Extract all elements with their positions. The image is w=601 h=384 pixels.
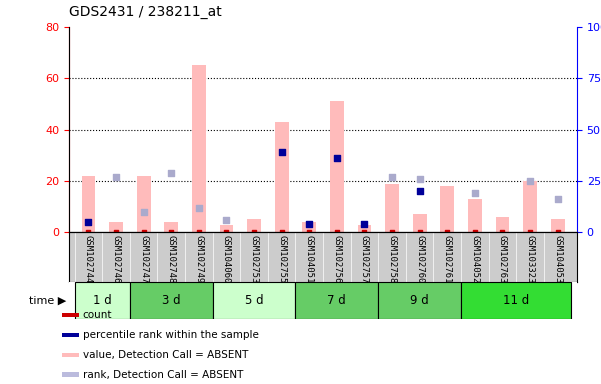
- Point: [139, 229, 148, 235]
- Point: [415, 176, 424, 182]
- Bar: [63, 372, 79, 377]
- Bar: [461, 282, 572, 319]
- Text: count: count: [82, 310, 112, 320]
- Bar: [385, 184, 399, 232]
- Bar: [551, 220, 564, 232]
- Bar: [219, 225, 233, 232]
- Point: [84, 219, 93, 225]
- Text: 11 d: 11 d: [503, 294, 529, 307]
- Text: GSM102757: GSM102757: [360, 235, 369, 283]
- Bar: [63, 333, 79, 337]
- Text: GSM104053: GSM104053: [553, 235, 562, 283]
- Point: [277, 149, 287, 155]
- Text: rank, Detection Call = ABSENT: rank, Detection Call = ABSENT: [82, 370, 243, 380]
- Bar: [523, 181, 537, 232]
- Bar: [330, 101, 344, 232]
- Point: [415, 229, 424, 235]
- Point: [525, 229, 535, 235]
- Bar: [247, 220, 261, 232]
- Bar: [275, 122, 288, 232]
- Bar: [441, 186, 454, 232]
- Point: [222, 229, 231, 235]
- Text: GDS2431 / 238211_at: GDS2431 / 238211_at: [69, 5, 222, 19]
- Bar: [468, 199, 482, 232]
- Bar: [413, 214, 427, 232]
- Text: percentile rank within the sample: percentile rank within the sample: [82, 330, 258, 340]
- Bar: [109, 222, 123, 232]
- Text: GSM102749: GSM102749: [194, 235, 203, 283]
- Text: 5 d: 5 d: [245, 294, 263, 307]
- Text: GSM102753: GSM102753: [249, 235, 258, 283]
- Point: [387, 229, 397, 235]
- Point: [222, 217, 231, 223]
- Bar: [164, 222, 178, 232]
- Text: GSM102761: GSM102761: [443, 235, 452, 283]
- Point: [470, 190, 480, 196]
- Text: time ▶: time ▶: [29, 295, 66, 306]
- Text: 7 d: 7 d: [328, 294, 346, 307]
- Bar: [63, 313, 79, 317]
- Point: [415, 188, 424, 194]
- Text: 3 d: 3 d: [162, 294, 180, 307]
- Point: [194, 229, 204, 235]
- Text: GSM102756: GSM102756: [332, 235, 341, 283]
- Bar: [137, 176, 150, 232]
- Bar: [75, 282, 130, 319]
- Point: [139, 209, 148, 215]
- Point: [525, 178, 535, 184]
- Point: [442, 229, 452, 235]
- Point: [332, 155, 341, 161]
- Point: [166, 170, 176, 176]
- Point: [553, 196, 563, 202]
- Text: GSM104052: GSM104052: [471, 235, 480, 283]
- Point: [111, 174, 121, 180]
- Point: [305, 221, 314, 227]
- Point: [470, 229, 480, 235]
- Bar: [496, 217, 509, 232]
- Bar: [130, 282, 213, 319]
- Text: value, Detection Call = ABSENT: value, Detection Call = ABSENT: [82, 350, 248, 360]
- Text: GSM103323: GSM103323: [525, 235, 534, 283]
- Text: GSM104060: GSM104060: [222, 235, 231, 283]
- Text: GSM102760: GSM102760: [415, 235, 424, 283]
- Point: [194, 205, 204, 211]
- Bar: [358, 225, 371, 232]
- Bar: [213, 282, 296, 319]
- Point: [359, 221, 369, 227]
- Text: GSM102758: GSM102758: [388, 235, 397, 283]
- Point: [249, 229, 259, 235]
- Text: GSM102755: GSM102755: [277, 235, 286, 283]
- Point: [359, 229, 369, 235]
- Point: [498, 229, 507, 235]
- Text: 9 d: 9 d: [410, 294, 429, 307]
- Text: GSM102747: GSM102747: [139, 235, 148, 283]
- Bar: [378, 282, 461, 319]
- Text: GSM102746: GSM102746: [112, 235, 121, 283]
- Point: [305, 229, 314, 235]
- Point: [387, 174, 397, 180]
- Point: [332, 229, 341, 235]
- Bar: [296, 282, 378, 319]
- Point: [111, 229, 121, 235]
- Text: GSM102744: GSM102744: [84, 235, 93, 283]
- Text: GSM102763: GSM102763: [498, 235, 507, 283]
- Bar: [63, 353, 79, 357]
- Bar: [302, 222, 316, 232]
- Point: [84, 229, 93, 235]
- Text: 1 d: 1 d: [93, 294, 112, 307]
- Text: GSM104051: GSM104051: [305, 235, 314, 283]
- Point: [166, 229, 176, 235]
- Text: GSM102748: GSM102748: [166, 235, 175, 283]
- Bar: [192, 65, 206, 232]
- Bar: [82, 176, 96, 232]
- Point: [277, 229, 287, 235]
- Point: [553, 229, 563, 235]
